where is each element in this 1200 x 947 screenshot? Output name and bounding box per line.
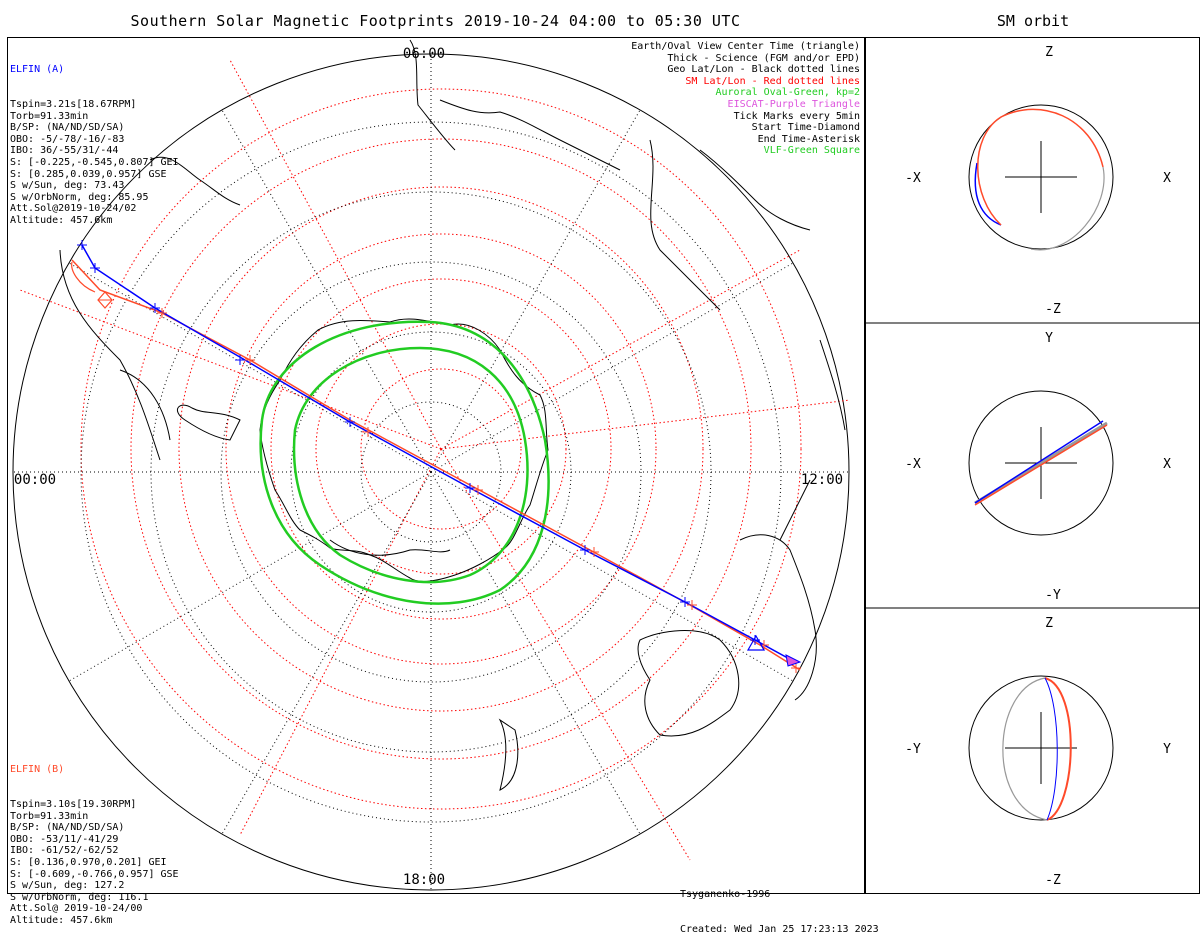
model-label: Tsyganenko-1996 xyxy=(680,889,771,901)
legend-entry: VLF-Green Square xyxy=(763,145,860,157)
earth-circle xyxy=(968,104,1114,250)
axis-label: -Y xyxy=(905,742,921,757)
created-label: Created: Wed Jan 25 17:23:13 2023 xyxy=(680,923,879,935)
elfin-b-info: ELFIN (B) Tspin=3.10s[19.30RPM] Torb=91.3… xyxy=(10,741,179,938)
sm-orbit-panels: Z -Z -X X Y -Y -X X Z -Z -Y Y xyxy=(865,45,1200,888)
legend-entry: Tick Marks every 5min xyxy=(733,110,860,122)
orbit-gray xyxy=(1002,677,1048,821)
time-label-left: 00:00 xyxy=(14,472,56,488)
axis-label: Z xyxy=(1045,45,1053,60)
elfin-b-name: ELFIN (B) xyxy=(10,764,65,776)
legend-entry: EISCAT-Purple Triangle xyxy=(727,98,860,110)
plot-title: Southern Solar Magnetic Footprints 2019-… xyxy=(130,12,741,30)
elfin-a-name: ELFIN (A) xyxy=(10,64,65,76)
axis-label: -Y xyxy=(1045,588,1061,603)
time-label-top: 06:00 xyxy=(403,46,445,62)
polar-footprint-map: 06:00 00:00 12:00 18:00 xyxy=(12,39,851,891)
elfin-a-line: S: [-0.225,-0.545,0.807] GEI xyxy=(10,156,179,168)
elfin-a-line: S w/Sun, deg: 73.43 xyxy=(10,180,125,192)
elfin-b-line: S w/Sun, deg: 127.2 xyxy=(10,880,125,892)
elfin-b-line: S w/OrbNorm, deg: 116.1 xyxy=(10,891,149,903)
elfin-a-line: OBO: -5/-78/-16/-83 xyxy=(10,133,125,145)
orbit-title: SM orbit xyxy=(996,12,1070,30)
elfin-b-track xyxy=(71,259,801,671)
earth-circle xyxy=(968,675,1114,821)
axis-label: X xyxy=(1163,457,1171,472)
orbit-panel-xz: Z -Z -X X xyxy=(905,45,1171,317)
orbit-a xyxy=(1044,677,1058,821)
axis-label: Z xyxy=(1045,616,1053,631)
legend-entry: Geo Lat/Lon - Black dotted lines xyxy=(667,64,860,76)
auroral-oval xyxy=(259,320,550,605)
orbit-gray xyxy=(1030,166,1105,251)
axis-label: X xyxy=(1163,171,1171,186)
earth-circle xyxy=(968,390,1114,536)
outer-boundary-circle xyxy=(12,53,850,891)
elfin-a-tick-marks xyxy=(77,240,760,645)
elfin-a-lines: Tspin=3.21s[18.67RPM] Torb=91.33min B/SP: … xyxy=(10,99,179,227)
elfin-a-line: S w/OrbNorm, deg: 85.95 xyxy=(10,191,149,203)
coastlines xyxy=(59,39,846,791)
elfin-b-line: OBO: -53/11/-41/29 xyxy=(10,833,119,845)
elfin-b-line: S: [-0.609,-0.766,0.957] GSE xyxy=(10,868,179,880)
elfin-b-line: IBO: -61/52/-62/52 xyxy=(10,845,119,857)
elfin-a-line: Att.Sol@2019-10-24/02 xyxy=(10,203,137,215)
elfin-a-line: Torb=91.33min xyxy=(10,110,89,122)
axis-label: Y xyxy=(1163,742,1171,757)
legend-entry: SM Lat/Lon - Red dotted lines xyxy=(685,75,860,87)
start-diamond-marker xyxy=(71,261,113,309)
elfin-b-line: Att.Sol@ 2019-10-24/00 xyxy=(10,903,143,915)
orbit-b xyxy=(974,424,1108,506)
elfin-a-info: ELFIN (A) Tspin=3.21s[18.67RPM] Torb=91.3… xyxy=(10,41,179,238)
axis-label: -Z xyxy=(1045,302,1061,317)
elfin-b-tick-marks xyxy=(157,308,801,673)
orbit-b xyxy=(1044,677,1072,821)
geo-latlon-grid xyxy=(13,54,849,890)
elfin-a-line: IBO: 36/-55/31/-44 xyxy=(10,145,119,157)
elfin-a-track xyxy=(81,244,796,663)
elfin-b-lines: Tspin=3.10s[19.30RPM] Torb=91.33min B/SP: … xyxy=(10,799,179,927)
legend: Earth/Oval View Center Time (triangle) Th… xyxy=(631,41,860,157)
orbit-panel-xy: Y -Y -X X xyxy=(905,331,1171,603)
elfin-b-line: Altitude: 457.6km xyxy=(10,914,113,926)
legend-entry: Earth/Oval View Center Time (triangle) xyxy=(631,41,860,52)
axis-label: -Z xyxy=(1045,873,1061,888)
elfin-a-line: Tspin=3.21s[18.67RPM] xyxy=(10,98,137,110)
elfin-a-line: S: [0.285,0.039,0.957] GSE xyxy=(10,168,167,180)
elfin-b-line: B/SP: (NA/ND/SD/SA) xyxy=(10,822,125,834)
legend-entry: Auroral Oval-Green, kp=2 xyxy=(715,87,861,99)
axis-label: -X xyxy=(905,457,921,472)
time-label-right: 12:00 xyxy=(801,472,843,488)
legend-entry: End Time-Asterisk xyxy=(757,133,860,145)
time-label-bottom: 18:00 xyxy=(403,872,445,888)
elfin-b-line: S: [0.136,0.970,0.201] GEI xyxy=(10,856,167,868)
orbit-b xyxy=(977,108,1104,226)
elfin-b-line: Tspin=3.10s[19.30RPM] xyxy=(10,798,137,810)
elfin-a-line: Altitude: 457.6km xyxy=(10,214,113,226)
view-center-triangle xyxy=(746,634,802,667)
elfin-a-line: B/SP: (NA/ND/SD/SA) xyxy=(10,122,125,134)
footer: Tsyganenko-1996 Created: Wed Jan 25 17:2… xyxy=(680,866,879,947)
axis-label: Y xyxy=(1045,331,1053,346)
orbit-panel-yz: Z -Z -Y Y xyxy=(905,616,1171,888)
footprint-map-frame xyxy=(7,37,865,894)
orbit-a xyxy=(974,162,1002,226)
legend-entry: Thick - Science (FGM and/or EPD) xyxy=(667,52,860,64)
elfin-b-line: Torb=91.33min xyxy=(10,810,89,822)
sm-latlon-grid xyxy=(19,59,851,861)
orbit-a xyxy=(974,420,1104,504)
legend-entry: Start Time-Diamond xyxy=(751,122,860,134)
axis-label: -X xyxy=(905,171,921,186)
